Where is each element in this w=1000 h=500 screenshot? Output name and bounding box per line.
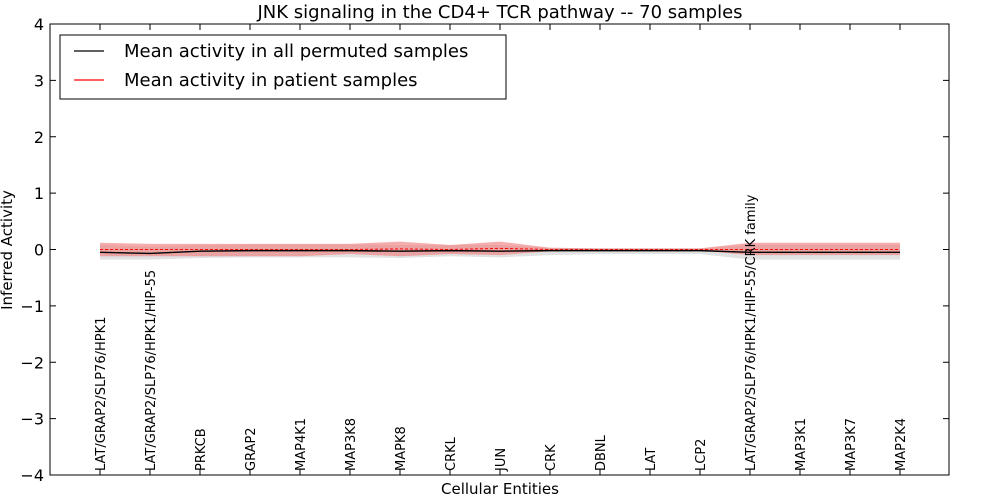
y-tick-label: 4 bbox=[34, 15, 44, 34]
x-tick-label: LCP2 bbox=[694, 439, 709, 471]
y-tick-label: 0 bbox=[34, 241, 44, 260]
y-tick-label: −4 bbox=[20, 466, 44, 485]
y-tick-label: −2 bbox=[20, 353, 44, 372]
series-line-patient bbox=[100, 247, 900, 251]
y-tick-label: 2 bbox=[34, 128, 44, 147]
y-tick-label: 1 bbox=[34, 184, 44, 203]
x-tick-label: CRKL bbox=[444, 436, 459, 471]
x-tick-label: LAT/GRAP2/SLP76/HPK1/HIP-55/CRK family bbox=[744, 194, 759, 471]
x-tick-label: LAT/GRAP2/SLP76/HPK1 bbox=[94, 317, 109, 471]
plot-area bbox=[99, 241, 900, 260]
x-tick-label: MAP3K1 bbox=[794, 418, 809, 471]
legend-label-permuted: Mean activity in all permuted samples bbox=[124, 41, 468, 62]
x-tick-label: LAT/GRAP2/SLP76/HPK1/HIP-55 bbox=[144, 270, 159, 471]
x-tick-label: JUN bbox=[494, 448, 509, 472]
x-tick-label: MAP4K1 bbox=[294, 418, 309, 471]
x-axis-label: Cellular Entities bbox=[441, 480, 559, 498]
x-tick-label: DBNL bbox=[594, 434, 609, 471]
x-tick-label: MAPK8 bbox=[394, 426, 409, 471]
x-tick-label: CRK bbox=[544, 444, 559, 471]
x-tick-label: LAT bbox=[644, 448, 659, 471]
y-tick-label: 3 bbox=[34, 71, 44, 90]
x-tick-label: PRKCB bbox=[194, 428, 209, 471]
legend-box bbox=[59, 34, 507, 100]
x-tick-label: MAP3K8 bbox=[344, 418, 359, 471]
axes: −4 −3 −2 −1 0 1 2 3 4 LAT/GRAP2/SLP76/HPK1 LAT/GRA… bbox=[20, 15, 949, 485]
series-line-permuted bbox=[99, 249, 900, 255]
legend-label-patient: Mean activity in patient samples bbox=[124, 70, 418, 91]
legend: Mean activity in all permuted samples Me… bbox=[59, 34, 507, 100]
y-tick-label: −3 bbox=[20, 410, 44, 429]
x-tick-label: MAP2K4 bbox=[894, 418, 909, 471]
chart-title: JNK signaling in the CD4+ TCR pathway --… bbox=[256, 2, 742, 23]
x-tick-label: GRAP2 bbox=[244, 427, 259, 471]
y-axis-label: Inferred Activity bbox=[0, 190, 16, 310]
x-tick-label: MAP3K7 bbox=[844, 418, 859, 471]
band-patient bbox=[100, 241, 900, 257]
y-tick-label: −1 bbox=[20, 297, 44, 316]
